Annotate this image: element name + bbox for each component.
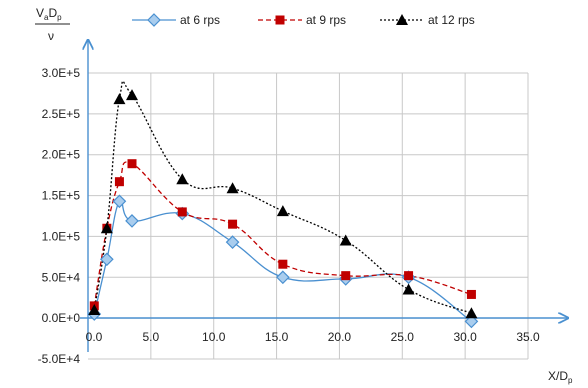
data-point-square: [177, 207, 187, 217]
data-point-triangle: [176, 173, 189, 185]
data-point-diamond: [276, 270, 290, 285]
data-point-diamond: [112, 194, 127, 209]
data-point-triangle: [113, 93, 126, 105]
y-tick-label: 5.0E+4: [42, 270, 81, 284]
data-point-triangle: [100, 222, 113, 234]
data-point-square: [466, 289, 476, 299]
x-tick-label: 25.0: [391, 330, 415, 344]
x-tick-label: 5.0: [143, 330, 160, 344]
data-point-triangle: [402, 283, 415, 295]
y-tick-label: 0.0E+0: [42, 311, 81, 325]
y-tick-label: 2.0E+5: [42, 148, 81, 162]
x-tick-label: 0.0: [86, 330, 103, 344]
y-label-sub-a: a: [44, 13, 49, 22]
legend: at 6 rps at 9 rps at 12 rps: [132, 13, 475, 27]
svg-text:VaDp: VaDp: [36, 6, 62, 22]
y-tick-label: 2.5E+5: [42, 107, 81, 121]
data-point-square: [114, 177, 124, 187]
legend-marker-triangle: [396, 14, 408, 25]
x-label-sub: p: [568, 376, 573, 385]
x-tick-label: 35.0: [516, 330, 540, 344]
data-point-triangle: [339, 234, 352, 246]
data-point-diamond: [100, 252, 114, 267]
data-point-diamond: [464, 314, 479, 329]
series-line-2: [93, 161, 472, 307]
data-point-diamond: [125, 214, 139, 228]
legend-marker-square: [275, 15, 285, 25]
y-label-d: D: [48, 6, 57, 20]
y-tick-label: 3.0E+5: [42, 66, 81, 80]
legend-marker-diamond: [147, 13, 161, 27]
y-axis-label: VaDp ν: [35, 6, 70, 43]
series-markers: [87, 89, 479, 329]
data-point-diamond: [225, 235, 240, 249]
y-label-v: V: [36, 6, 44, 20]
x-label-main: X/D: [548, 369, 568, 383]
y-tick-label: -5.0E+4: [38, 352, 81, 366]
data-point-triangle: [126, 89, 138, 101]
data-point-square: [278, 259, 288, 269]
x-tick-label: 30.0: [453, 330, 477, 344]
legend-label: at 9 rps: [306, 13, 346, 27]
data-point-square: [404, 271, 414, 281]
series-line-3: [93, 80, 472, 314]
x-tick-label: 15.0: [265, 330, 289, 344]
data-point-triangle: [88, 303, 101, 315]
legend-label: at 12 rps: [428, 13, 475, 27]
data-point-triangle: [276, 205, 289, 217]
y-label-sub-p: p: [57, 13, 62, 22]
data-point-triangle: [465, 307, 478, 319]
data-point-square: [341, 271, 351, 281]
y-label-nu: ν: [48, 29, 54, 43]
y-tick-label: 1.0E+5: [42, 229, 81, 243]
y-tick-label: 1.5E+5: [42, 189, 81, 203]
legend-label: at 6 rps: [180, 13, 220, 27]
x-tick-label: 20.0: [328, 330, 352, 344]
data-point-square: [127, 159, 137, 169]
series-lines: [93, 80, 472, 322]
data-point-triangle: [226, 182, 239, 194]
x-tick-labels: 0.0 5.0 10.0 15.0 20.0 25.0 30.0 35.0: [86, 330, 540, 344]
x-tick-label: 10.0: [202, 330, 226, 344]
data-point-square: [228, 219, 238, 229]
x-axis-label: X/Dp: [548, 369, 573, 385]
y-tick-labels: -5.0E+4 0.0E+0 5.0E+4 1.0E+5 1.5E+5 2.0E+5 2.5…: [38, 66, 81, 366]
